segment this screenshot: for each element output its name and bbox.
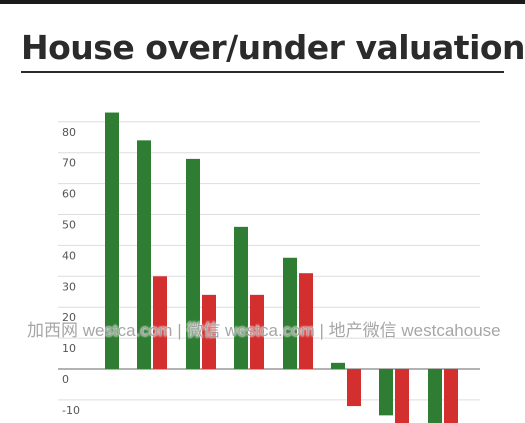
y-tick-label: 10 xyxy=(62,342,76,355)
y-tick-label: 60 xyxy=(62,188,76,201)
green-bar-1 xyxy=(105,112,119,369)
title-rule xyxy=(21,71,504,73)
y-tick-label: 20 xyxy=(62,311,76,324)
red-bar-2 xyxy=(153,276,167,369)
green-bar-4 xyxy=(234,226,248,369)
y-tick-label: 70 xyxy=(62,157,76,170)
red-bar-3 xyxy=(202,294,216,369)
top-bar xyxy=(0,0,525,4)
red-bar-8 xyxy=(444,369,458,423)
y-tick-label: 50 xyxy=(62,219,76,232)
y-tick-label: 0 xyxy=(62,373,69,386)
page-title: House over/under valuations xyxy=(21,28,525,67)
red-bar-6 xyxy=(347,369,361,407)
y-tick-label: 80 xyxy=(62,126,76,139)
y-tick-label: -10 xyxy=(62,404,80,417)
red-bar-7 xyxy=(395,369,409,423)
red-bar-5 xyxy=(299,273,313,369)
y-tick-label: 40 xyxy=(62,249,76,262)
green-bar-2 xyxy=(137,140,151,369)
green-bar-5 xyxy=(283,257,297,369)
red-bar-4 xyxy=(250,294,264,369)
y-tick-label: 30 xyxy=(62,280,76,293)
green-bar-7 xyxy=(379,369,393,416)
watermark: 加西网 westca.com | 微信 westca.com | 地产微信 we… xyxy=(27,321,501,340)
green-bar-3 xyxy=(186,158,200,369)
green-bar-8 xyxy=(428,369,442,423)
green-bar-6 xyxy=(331,362,345,369)
